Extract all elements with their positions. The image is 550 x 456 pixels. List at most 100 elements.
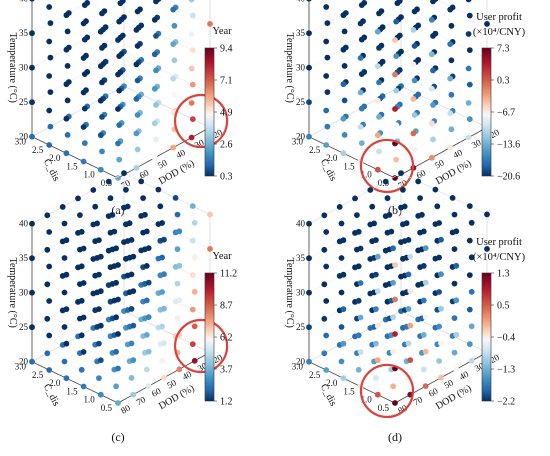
- data-point: [97, 97, 104, 104]
- temperature-axis-label: Temperature (°C): [7, 33, 18, 103]
- data-point: [115, 37, 121, 43]
- data-point: [161, 374, 167, 381]
- data-point: [159, 289, 166, 295]
- data-point: [78, 366, 85, 373]
- temperature-tick-label: 30: [296, 63, 306, 73]
- data-point: [340, 375, 347, 382]
- data-point: [468, 254, 475, 261]
- data-point: [153, 102, 159, 108]
- c-rate-tick-label: 1.5: [343, 386, 355, 396]
- data-point: [189, 237, 196, 244]
- data-point: [338, 324, 345, 330]
- data-point: [447, 6, 454, 13]
- data-point: [358, 2, 365, 8]
- data-point: [191, 357, 198, 364]
- data-point: [376, 114, 382, 120]
- data-point: [97, 253, 104, 260]
- data-point: [189, 341, 196, 347]
- data-point: [161, 271, 167, 278]
- data-point: [191, 219, 198, 226]
- colorbar-tick-label: 4.9: [220, 108, 233, 119]
- data-point: [340, 46, 347, 53]
- data-point: [207, 21, 213, 27]
- data-point: [170, 6, 177, 13]
- data-point: [407, 322, 414, 329]
- data-point: [80, 245, 87, 252]
- data-point: [340, 271, 347, 278]
- data-point: [411, 43, 418, 49]
- data-point: [393, 156, 400, 163]
- data-point: [392, 175, 398, 181]
- data-point: [46, 38, 53, 45]
- data-point: [410, 130, 417, 137]
- data-point: [323, 298, 330, 304]
- data-point: [143, 366, 150, 373]
- data-point: [97, 391, 104, 398]
- temperature-tick-label: 30: [19, 288, 29, 298]
- data-point: [466, 12, 473, 19]
- data-point: [161, 340, 167, 347]
- data-point: [97, 28, 104, 35]
- data-point: [63, 12, 70, 19]
- data-point: [145, 279, 152, 286]
- c-rate-tick-label: 3.0: [15, 362, 27, 372]
- data-point: [81, 140, 88, 147]
- data-point: [151, 51, 158, 58]
- data-point: [143, 263, 150, 269]
- data-point: [420, 263, 427, 269]
- data-point: [134, 112, 141, 118]
- data-point: [392, 296, 398, 303]
- data-point: [371, 220, 377, 227]
- data-point: [376, 10, 382, 17]
- data-point: [176, 228, 183, 235]
- data-point: [109, 212, 116, 218]
- data-point: [116, 156, 123, 163]
- data-point: [97, 357, 104, 364]
- data-point: [140, 195, 147, 202]
- data-point: [44, 246, 51, 253]
- data-point: [338, 255, 345, 261]
- data-point: [373, 271, 379, 278]
- data-point: [374, 132, 381, 139]
- c-rate-tick-label: 1.0: [84, 395, 96, 405]
- data-point: [390, 314, 396, 321]
- c-rate-tick-label: 1.5: [66, 386, 78, 396]
- data-point: [115, 331, 121, 337]
- data-point: [340, 81, 347, 88]
- axis-box-edge: [308, 85, 402, 137]
- colorbar-tick-label: −0.4: [497, 333, 515, 344]
- data-point: [138, 178, 145, 185]
- data-point: [321, 315, 328, 322]
- data-point: [438, 271, 444, 278]
- data-point: [405, 306, 412, 312]
- axis-box-edge: [31, 85, 125, 137]
- c-rate-tick-label: 3.0: [15, 137, 27, 147]
- grid-line: [308, 241, 488, 293]
- data-point: [374, 288, 381, 295]
- data-point: [189, 81, 196, 88]
- data-point: [29, 30, 35, 37]
- data-point: [468, 357, 475, 364]
- data-point: [80, 280, 87, 286]
- colorbar: [204, 47, 215, 177]
- data-point: [340, 12, 347, 19]
- data-point: [428, 154, 435, 161]
- data-point: [29, 289, 35, 296]
- data-point: [107, 195, 114, 202]
- data-point: [117, 0, 124, 7]
- data-point: [121, 170, 127, 177]
- dod-tick-label: 60: [150, 386, 163, 399]
- temperature-tick-label: 40: [19, 0, 29, 4]
- data-point: [64, 28, 71, 35]
- c-rate-tick-label: 1.0: [84, 170, 96, 180]
- data-point: [75, 195, 81, 202]
- data-point: [448, 91, 455, 98]
- data-point: [357, 124, 364, 130]
- data-point: [484, 211, 490, 218]
- data-point: [115, 296, 121, 303]
- temperature-tick-label: 30: [19, 63, 29, 73]
- data-point: [153, 136, 159, 143]
- data-point: [189, 12, 196, 19]
- data-point: [161, 305, 167, 312]
- data-point: [133, 61, 140, 68]
